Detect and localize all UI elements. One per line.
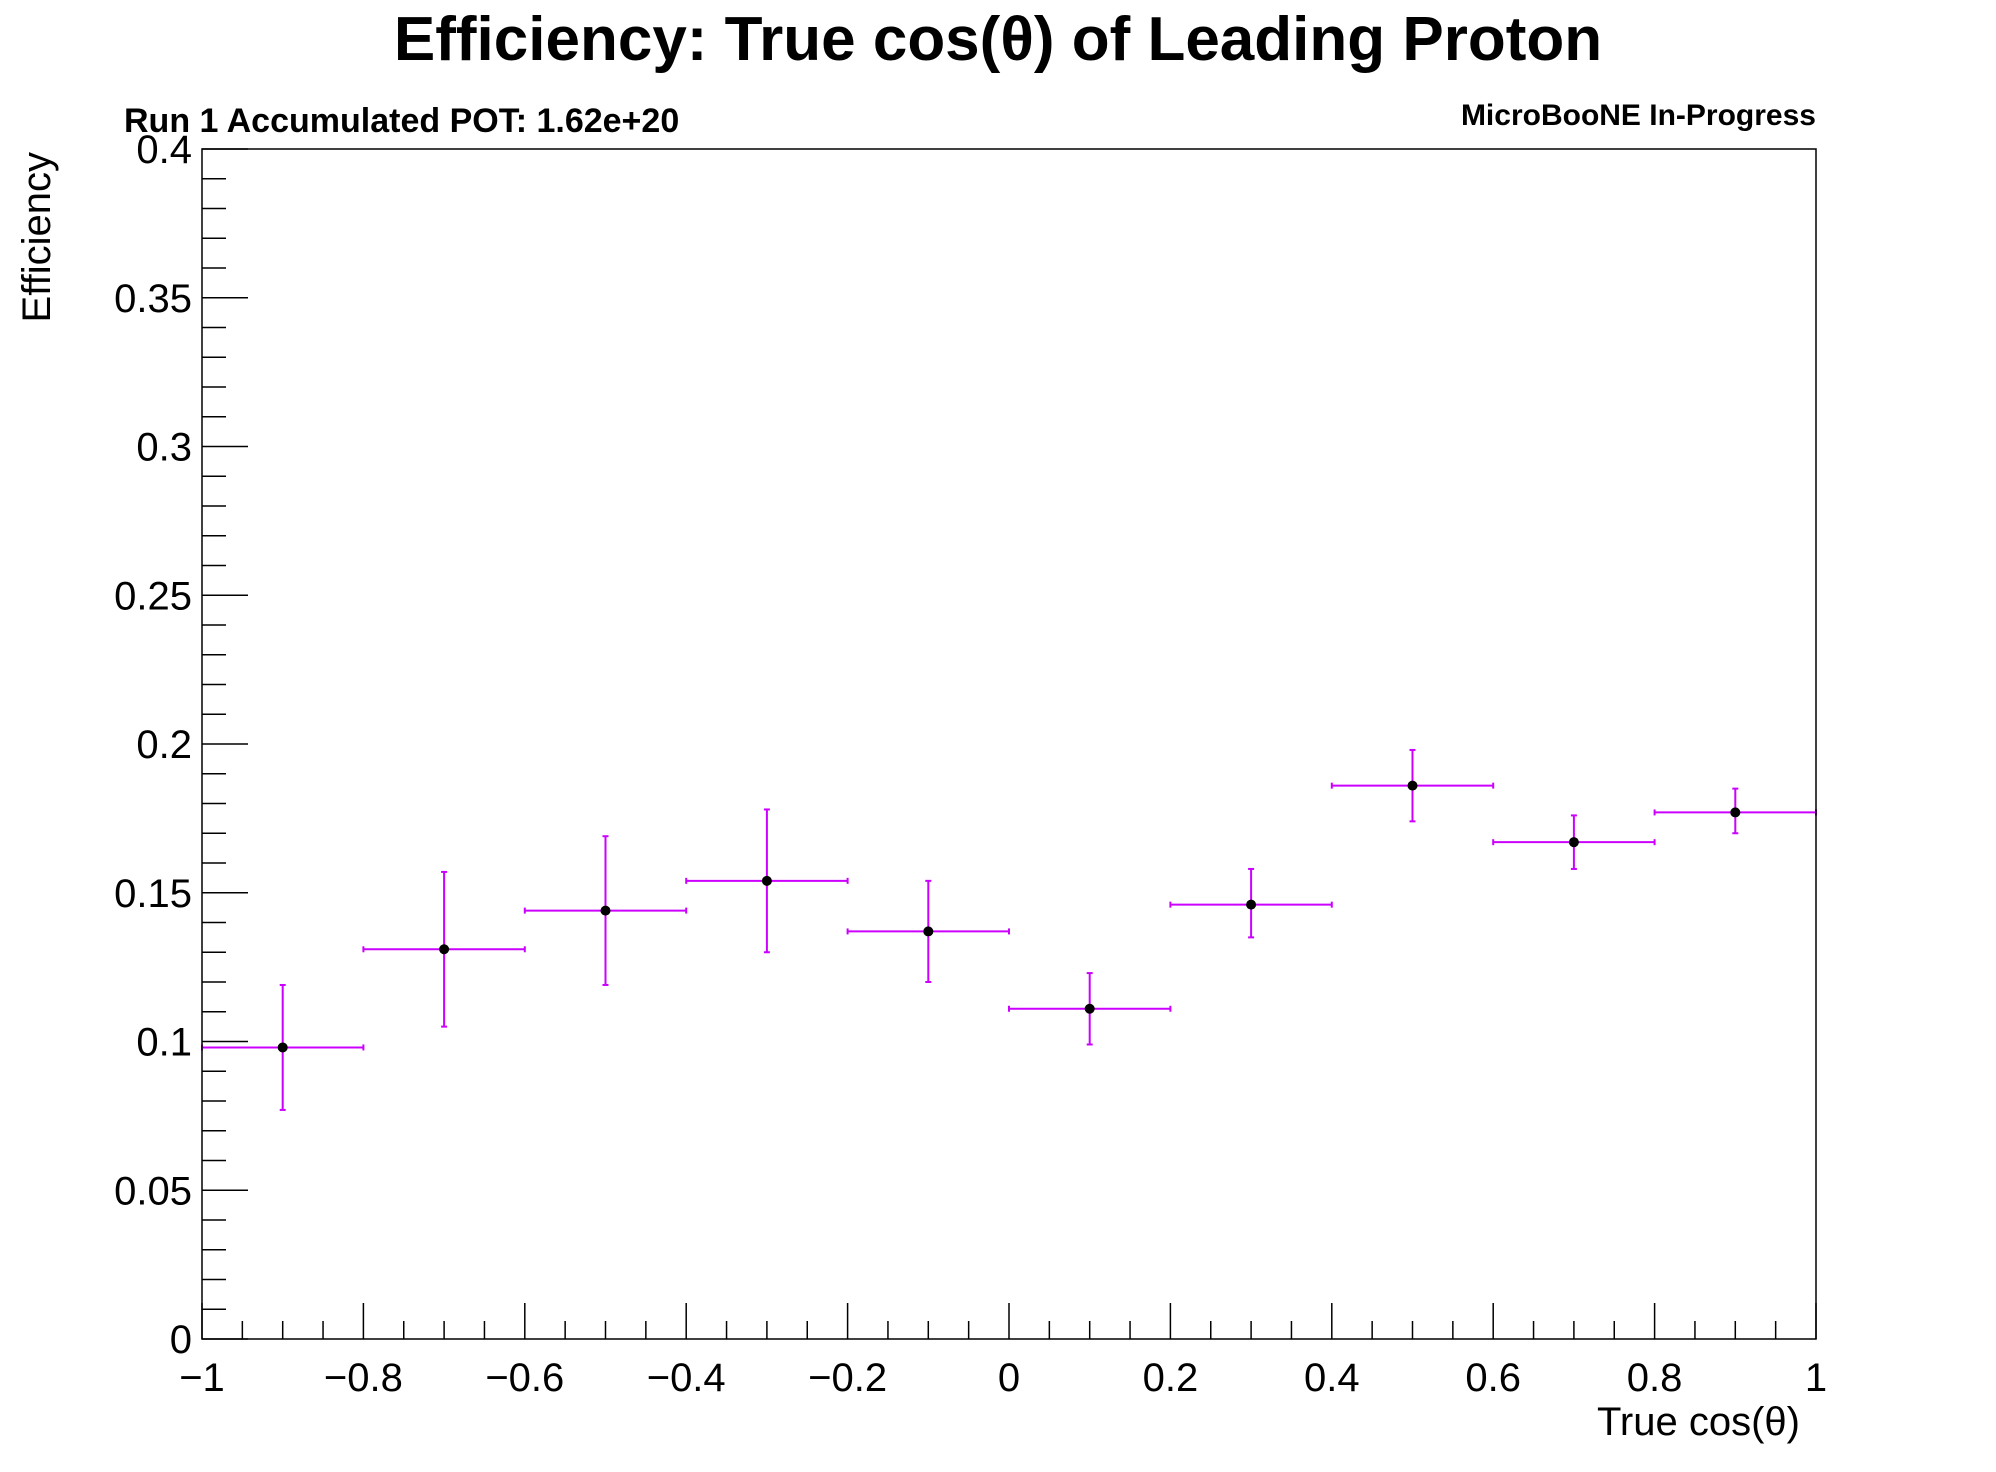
- data-marker: [600, 905, 611, 916]
- chart-subtitle-right: MicroBooNE In-Progress: [1461, 99, 1816, 132]
- x-tick-label: 1: [1805, 1356, 1827, 1400]
- data-point: [846, 879, 1010, 983]
- x-tick-label: 0: [998, 1356, 1020, 1400]
- data-point: [1653, 787, 1817, 835]
- y-tick-label: 0.35: [114, 277, 192, 321]
- y-tick-label: 0.25: [114, 574, 192, 618]
- x-tick-label: 0.8: [1627, 1356, 1683, 1400]
- y-tick-label: 0.1: [136, 1021, 192, 1065]
- data-point: [1008, 972, 1172, 1046]
- data-point: [201, 983, 365, 1111]
- data-marker: [923, 926, 934, 937]
- data-marker: [1730, 807, 1741, 818]
- x-tick-label: −0.4: [647, 1356, 726, 1400]
- x-tick-label: 0.4: [1304, 1356, 1360, 1400]
- y-tick-label: 0.4: [136, 128, 192, 172]
- x-tick-label: 0.2: [1143, 1356, 1199, 1400]
- y-tick-label: 0.2: [136, 723, 192, 767]
- data-marker: [277, 1042, 288, 1053]
- data-point: [1330, 748, 1495, 823]
- x-tick-label: 0.6: [1465, 1356, 1521, 1400]
- data-point: [1492, 814, 1656, 870]
- y-tick-label: 0.05: [114, 1169, 192, 1213]
- y-tick-label: 0.15: [114, 872, 192, 916]
- chart-subtitle-left: Run 1 Accumulated POT: 1.62e+20: [124, 102, 679, 140]
- axis-ticks: [201, 148, 1817, 1340]
- chart-title: Efficiency: True cos(θ) of Leading Proto…: [394, 5, 1602, 74]
- data-marker: [1407, 780, 1418, 791]
- x-tick-label: −0.2: [808, 1356, 887, 1400]
- data-marker: [439, 944, 450, 955]
- data-point: [523, 835, 688, 986]
- data-marker: [761, 875, 772, 886]
- x-tick-label: −0.8: [324, 1356, 403, 1400]
- y-tick-label: 0.3: [136, 426, 192, 470]
- y-tick-label: 0: [170, 1318, 192, 1362]
- plot-frame: [201, 148, 1817, 1340]
- data-marker: [1568, 837, 1579, 848]
- data-point: [362, 870, 526, 1028]
- y-axis-title: Efficiency: [15, 152, 59, 322]
- x-tick-label: −0.6: [485, 1356, 564, 1400]
- axis-tick-labels: 0 0.05 0.1 0.15 0.2 0.25 0.3 0.35 0.4 −1 −0.8 −0.6 −…: [114, 128, 1827, 1400]
- data-points: [201, 748, 1817, 1111]
- data-marker: [1084, 1003, 1095, 1014]
- x-axis-title: True cos(θ): [1597, 1400, 1800, 1444]
- x-tick-label: −1: [179, 1356, 225, 1400]
- data-point: [685, 808, 849, 954]
- data-point: [1169, 867, 1333, 939]
- data-marker: [1246, 899, 1257, 910]
